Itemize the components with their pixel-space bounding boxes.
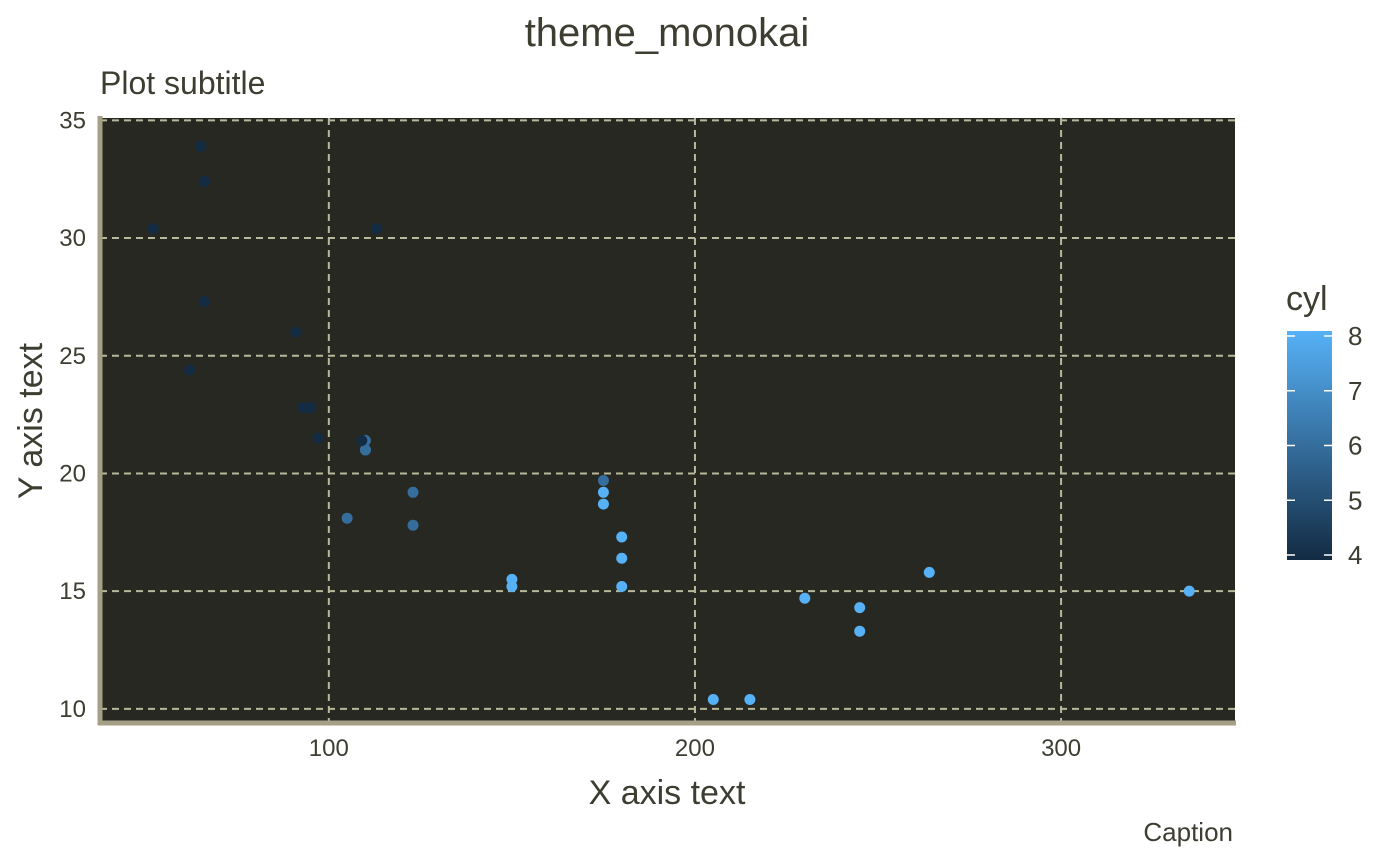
legend-title: cyl bbox=[1286, 280, 1328, 318]
legend-tick-label: 6 bbox=[1348, 431, 1362, 461]
data-point bbox=[198, 176, 210, 188]
y-tick-label: 15 bbox=[59, 578, 86, 605]
chart-subtitle: Plot subtitle bbox=[100, 65, 265, 101]
data-point bbox=[312, 432, 324, 444]
y-tick-label: 30 bbox=[59, 225, 86, 252]
data-point bbox=[359, 444, 371, 456]
data-point bbox=[854, 602, 866, 614]
data-point bbox=[356, 435, 368, 447]
legend-ticks: 4 5 6 7 8 bbox=[1287, 321, 1362, 570]
data-point bbox=[597, 475, 609, 487]
y-tick-label: 25 bbox=[59, 343, 86, 370]
data-point bbox=[616, 531, 628, 543]
data-point bbox=[506, 580, 518, 592]
x-tick-labels: 100 200 300 bbox=[309, 735, 1081, 762]
data-point bbox=[341, 512, 353, 524]
x-tick-label: 300 bbox=[1041, 735, 1081, 762]
legend-tick-label: 4 bbox=[1348, 540, 1362, 570]
data-point bbox=[616, 580, 628, 592]
data-point bbox=[597, 498, 609, 510]
data-point bbox=[854, 625, 866, 637]
x-tick-label: 100 bbox=[309, 735, 349, 762]
data-point bbox=[305, 402, 317, 414]
chart-title: theme_monokai bbox=[525, 11, 810, 55]
data-point bbox=[370, 223, 382, 235]
grid-lines bbox=[100, 118, 1235, 723]
x-axis-label: X axis text bbox=[589, 774, 746, 812]
data-point bbox=[147, 223, 159, 235]
x-tick-label: 200 bbox=[675, 735, 715, 762]
y-tick-label: 20 bbox=[59, 460, 86, 487]
data-point bbox=[616, 552, 628, 564]
y-axis-label: Y axis text bbox=[12, 342, 50, 499]
data-point bbox=[290, 326, 302, 338]
y-tick-labels: 10 15 20 25 30 35 bbox=[59, 107, 86, 723]
data-point bbox=[407, 486, 419, 498]
legend-tick-label: 7 bbox=[1348, 376, 1362, 406]
legend-tick-label: 8 bbox=[1348, 321, 1362, 351]
plot-panel bbox=[100, 118, 1235, 723]
legend: cyl 4 5 6 7 8 bbox=[1286, 280, 1362, 570]
y-tick-label: 10 bbox=[59, 696, 86, 723]
data-point bbox=[184, 364, 196, 376]
data-points bbox=[147, 140, 1195, 705]
data-point bbox=[195, 140, 207, 152]
data-point bbox=[597, 486, 609, 498]
data-point bbox=[923, 566, 935, 578]
legend-tick-label: 5 bbox=[1348, 485, 1362, 515]
data-point bbox=[799, 592, 811, 604]
data-point bbox=[1183, 585, 1195, 597]
data-point bbox=[707, 693, 719, 705]
data-point bbox=[744, 693, 756, 705]
chart-caption: Caption bbox=[1143, 817, 1233, 847]
axis-lines bbox=[97, 116, 1236, 726]
data-point bbox=[407, 519, 419, 531]
data-point bbox=[198, 296, 210, 308]
y-tick-label: 35 bbox=[59, 107, 86, 134]
